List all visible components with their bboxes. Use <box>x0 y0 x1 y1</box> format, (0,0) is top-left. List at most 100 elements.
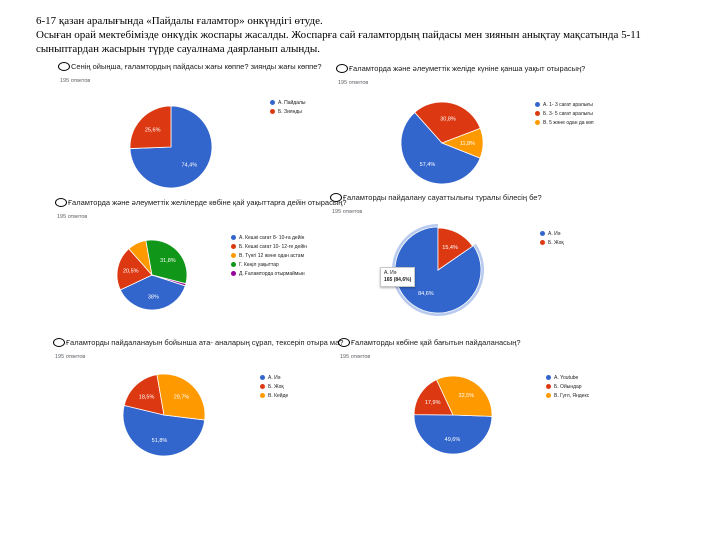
pie-slice[interactable] <box>437 227 474 271</box>
pie-slice[interactable] <box>122 404 206 457</box>
legend-item[interactable]: А. 1- 3 сағат аралығы <box>535 100 594 109</box>
response-count: 195 ответов <box>57 214 88 220</box>
legend-swatch <box>231 271 236 276</box>
legend-label: А. Иә <box>548 230 561 237</box>
legend-item[interactable]: В. Түнгі 12 және одан астам <box>231 251 307 260</box>
legend-item[interactable]: В. Кейде <box>260 391 288 400</box>
legend-item[interactable]: А. Пайдалы <box>270 98 306 107</box>
legend-label: В. Гугл, Яндекс <box>554 392 590 399</box>
legend-swatch <box>546 393 551 398</box>
legend-label: А. Пайдалы <box>278 99 306 106</box>
tooltip-value: 165 (84,6%) <box>384 277 412 283</box>
legend-swatch <box>546 384 551 389</box>
chart-tooltip: А. Иә 165 (84,6%) <box>380 267 416 287</box>
legend-label: В. Түнгі 12 және одан астам <box>239 252 305 259</box>
question-title: Ғаламторда және әлеуметтік желіде күніне… <box>336 64 585 73</box>
legend-item[interactable]: Б. Ойындар <box>546 382 589 391</box>
slice-value-label: 17,9% <box>425 400 441 406</box>
pie-chart: 57,4% 30,8% 11,8% <box>400 101 484 185</box>
legend-swatch <box>535 111 540 116</box>
legend-item[interactable]: В. Гугл, Яндекс <box>546 391 589 400</box>
legend-label: Б. Жоқ <box>268 383 284 390</box>
tooltip-title: А. Иә <box>384 270 397 276</box>
legend-item[interactable]: Б. Зиянды <box>270 107 306 116</box>
pie-slice[interactable] <box>129 105 172 149</box>
legend-label: Б. Жоқ <box>548 239 564 246</box>
slice-value-label: 11,8% <box>460 141 475 147</box>
pie-slice[interactable] <box>116 248 153 291</box>
legend-label: Б. Кешкі сағат 10- 12-ге дейін <box>239 243 307 250</box>
question-title: Ғаламторды көбіне қай бағытын пайдаланас… <box>338 338 521 347</box>
question-title: Ғаламторда және әлеуметтік желілерде көб… <box>55 198 347 207</box>
pie-slice[interactable] <box>145 239 188 285</box>
legend-label: В. Кейде <box>268 392 289 399</box>
pie-slice[interactable] <box>413 379 454 416</box>
circle-mark-icon <box>53 338 65 347</box>
legend-item[interactable]: А. Иә <box>540 229 564 238</box>
slice-value-label: 25,6% <box>145 127 161 133</box>
slice-value-label: 74,4% <box>182 163 198 169</box>
chart-legend: А. Кешкі сағат 8- 10-ға дейін Б. Кешкі са… <box>231 233 307 278</box>
legend-label: Б. Ойындар <box>554 383 582 390</box>
legend-label: Б. 3- 5 сағат аралығы <box>543 110 593 117</box>
question-title: Ғаламторды пайдаланауын бойынша ата- ана… <box>53 338 343 347</box>
legend-swatch <box>270 100 275 105</box>
legend-swatch <box>260 375 265 380</box>
response-count: 195 ответов <box>55 354 86 360</box>
legend-label: Б. Зиянды <box>278 108 302 115</box>
pie-chart: 51,8% 18,5% 29,7% <box>122 373 206 457</box>
chart-panel-1: Сенің ойыңша, ғаламтордың пайдасы жағы к… <box>58 62 348 192</box>
slice-value-label: 32,5% <box>459 393 475 399</box>
chart-legend: А. Пайдалы Б. Зиянды <box>270 98 306 116</box>
legend-item[interactable]: Г. Көңіл уақыттар <box>231 260 307 269</box>
intro-line-1: 6-17 қазан аралығында «Пайдалы ғаламтор»… <box>36 15 323 27</box>
slice-value-label: 57,4% <box>420 162 436 168</box>
legend-item[interactable]: Б. Жоқ <box>540 238 564 247</box>
legend-swatch <box>231 244 236 249</box>
pie-slice[interactable] <box>413 414 493 455</box>
slice-value-label: 51,8% <box>152 438 168 444</box>
pie-slice[interactable] <box>440 127 484 159</box>
chart-panel-2: Ғаламторда және әлеуметтік желіде күніне… <box>336 64 626 194</box>
legend-swatch <box>540 240 545 245</box>
legend-item[interactable]: А. Кешкі сағат 8- 10-ға дейін <box>231 233 307 242</box>
legend-label: А. 1- 3 сағат аралығы <box>543 101 593 108</box>
pie-slice[interactable] <box>414 101 481 144</box>
response-count: 195 ответов <box>60 78 91 84</box>
legend-swatch <box>270 109 275 114</box>
legend-swatch <box>535 102 540 107</box>
pie-slice[interactable] <box>156 373 206 421</box>
slice-value-label: 20,5% <box>123 269 139 275</box>
chart-legend: А. 1- 3 сағат аралығы Б. 3- 5 сағат аралы… <box>535 100 594 127</box>
slice-value-label: 15,4% <box>442 245 458 251</box>
legend-item[interactable]: Д. Ғаламторда отырмаймын <box>231 269 307 278</box>
intro-line-2: Осыған орай мектебімізде онкүдік жоспары… <box>36 29 641 55</box>
chart-panel-3: Ғаламторда және әлеуметтік желілерде көб… <box>55 198 347 328</box>
legend-label: В. 5 және одан да көп <box>543 119 594 126</box>
pie-chart: 38% 20,5% 31,8% <box>116 239 188 311</box>
slice-value-label: 49,6% <box>445 437 461 443</box>
legend-label: А. Youtube <box>554 374 579 381</box>
legend-item[interactable]: А. Youtube <box>546 373 589 382</box>
response-count: 195 ответов <box>338 80 369 86</box>
pie-slice[interactable] <box>151 274 187 287</box>
chart-panel-4: Ғаламторды пайдалану сауаттылығы туралы … <box>330 193 620 323</box>
circle-mark-icon <box>58 62 70 71</box>
pie-slice[interactable] <box>435 375 493 417</box>
pie-slice[interactable] <box>123 374 165 416</box>
legend-item[interactable]: Б. Жоқ <box>260 382 288 391</box>
legend-item[interactable]: Б. Кешкі сағат 10- 12-ге дейін <box>231 242 307 251</box>
legend-swatch <box>260 384 265 389</box>
legend-item[interactable]: В. 5 және одан да көп <box>535 118 594 127</box>
circle-mark-icon <box>55 198 67 207</box>
pie-slice[interactable] <box>400 111 481 185</box>
pie-slice[interactable] <box>119 274 186 311</box>
legend-item[interactable]: А. Иә <box>260 373 288 382</box>
pie-chart: 84,6% 15,4% <box>392 224 484 316</box>
legend-item[interactable]: Б. 3- 5 сағат аралығы <box>535 109 594 118</box>
legend-swatch <box>535 120 540 125</box>
circle-mark-icon <box>336 64 348 73</box>
question-title: Ғаламторды пайдалану сауаттылығы туралы … <box>330 193 542 202</box>
intro-text: 6-17 қазан аралығында «Пайдалы ғаламтор»… <box>36 14 686 56</box>
circle-mark-icon <box>330 193 342 202</box>
